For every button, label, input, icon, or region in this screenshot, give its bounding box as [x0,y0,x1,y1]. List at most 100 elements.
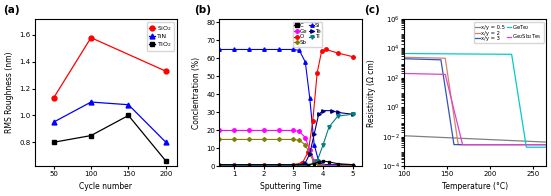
Ge [261,129,267,132]
X-axis label: Temperature (°C): Temperature (°C) [442,182,508,191]
Ge [349,164,356,167]
Si [261,48,267,51]
Line: SiO$_2$: SiO$_2$ [51,35,168,101]
Ge [320,164,326,167]
Te [276,165,282,167]
Sb [334,165,341,167]
O [276,163,282,166]
Ge [231,129,237,132]
Te [320,110,326,112]
Ti [216,165,223,167]
Te [334,111,341,114]
Te [216,165,223,167]
O [246,163,252,166]
TiO$_2$ [88,134,94,137]
Ge [334,164,341,167]
Te [302,162,309,164]
Te [306,153,313,155]
TiN [88,101,94,103]
Ti [326,126,332,128]
Si [296,49,302,52]
Legend: C, Ge, O, Sb, Si, Te, Ti: C, Ge, O, Sb, Si, Te, Ti [293,22,322,47]
C [290,163,297,166]
SiO$_2$ [163,70,169,72]
Line: TiO$_2$: TiO$_2$ [51,113,168,163]
Text: (b): (b) [194,5,210,15]
TiO$_2$ [125,114,132,117]
Ge [306,149,313,151]
Sb [276,138,282,141]
Ti [246,165,252,167]
Sb [216,138,223,141]
Text: (c): (c) [364,5,380,15]
Si [276,48,282,51]
Te [231,165,237,167]
Te [246,165,252,167]
Sb [302,144,309,146]
Si [334,163,341,166]
Line: Si: Si [218,48,354,166]
TiO$_2$ [50,141,57,143]
Ti [276,165,282,167]
O [290,163,297,166]
Text: (a): (a) [3,5,20,15]
Sb [246,138,252,141]
Te [290,165,297,167]
Line: Ti: Ti [218,113,354,168]
C [276,163,282,166]
Si [246,48,252,51]
Si [216,48,223,51]
SiO$_2$ [50,97,57,99]
Ge [302,136,309,139]
Y-axis label: Conclentration (%): Conclentration (%) [192,57,201,129]
Line: O: O [218,48,354,166]
Y-axis label: RMS Roughness (nm): RMS Roughness (nm) [5,52,14,133]
Line: Te: Te [218,109,354,168]
Line: TiN: TiN [51,100,168,145]
C [311,162,317,165]
Si [290,48,297,51]
O [349,55,356,58]
Si [231,48,237,51]
Legend: SiO$_2$, TiN, TiO$_2$: SiO$_2$, TiN, TiO$_2$ [147,22,174,51]
Sb [261,138,267,141]
Si [306,97,313,99]
O [305,151,311,153]
C [334,162,341,165]
O [314,72,321,74]
Ge [296,130,302,132]
O [318,50,325,53]
Ge [276,129,282,132]
Sb [306,153,313,155]
TiO$_2$ [163,160,169,162]
X-axis label: Sputtering Time: Sputtering Time [260,182,321,191]
Line: C: C [218,160,354,166]
C [216,163,223,166]
Te [349,113,356,115]
TiN [163,141,169,143]
Te [261,165,267,167]
O [334,52,341,54]
Ge [216,129,223,132]
O [299,162,306,164]
TiN [125,103,132,106]
C [315,161,322,163]
Ti [349,113,356,115]
Te [296,164,302,167]
O [216,163,223,166]
Sb [231,138,237,141]
Sb [349,165,356,167]
Si [311,144,317,146]
Sb [296,139,302,142]
TiN [50,121,57,123]
Sb [290,138,297,141]
Te [329,110,336,112]
Si [349,163,356,166]
Y-axis label: Resistivity (Ω cm): Resistivity (Ω cm) [367,59,376,127]
Line: Sb: Sb [218,138,354,167]
Sb [320,165,326,167]
Ge [311,160,317,162]
Ti [314,160,321,162]
C [349,163,356,166]
Legend: x/y = 0.5, x/y = 2, x/y = 3, GeTe$_2$, Ge$_2$Sb$_2$Te$_5$: x/y = 0.5, x/y = 2, x/y = 3, GeTe$_2$, G… [474,22,543,43]
